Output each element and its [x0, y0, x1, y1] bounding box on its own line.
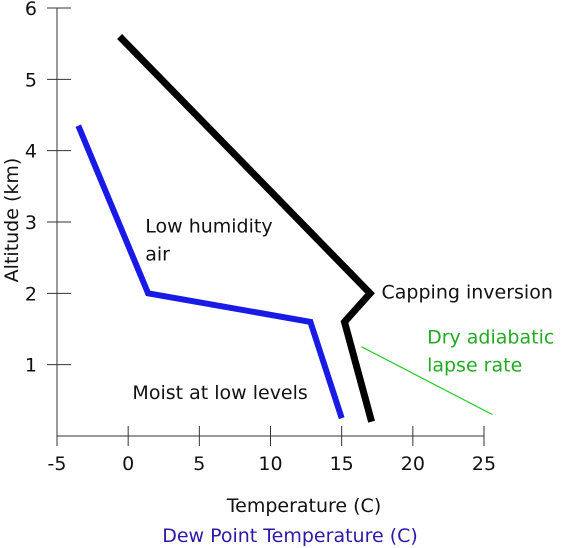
annotation-line: Capping inversion [382, 281, 553, 303]
annotation-line: lapse rate [427, 354, 522, 376]
annotation-line: Dry adiabatic [427, 326, 554, 348]
annotation-moist-low-levels: Moist at low levels [132, 382, 307, 404]
annotations-group: Low humidity air Capping inversion Dry adia… [132, 216, 554, 404]
annotation-line: Low humidity [145, 216, 272, 238]
x-tick-label: 20 [401, 453, 425, 475]
x-tick-label: 25 [472, 453, 496, 475]
y-tick-label: 6 [25, 0, 37, 20]
annotation-capping-inversion: Capping inversion [382, 281, 553, 303]
series-group [75, 34, 493, 423]
x-axis-label: Temperature (C) [226, 495, 382, 517]
annotation-line: Moist at low levels [132, 382, 307, 404]
y-tick-label: 1 [25, 355, 37, 377]
annotation-low-humidity: Low humidity air [145, 216, 272, 266]
x-axis-label-dew-point: Dew Point Temperature (C) [162, 525, 418, 547]
y-tick-label: 2 [25, 283, 37, 305]
y-tick-label: 4 [25, 141, 37, 163]
annotation-dry-adiabatic: Dry adiabatic lapse rate [427, 326, 554, 376]
x-tick-label: 5 [193, 453, 205, 475]
x-tick-label: 15 [330, 453, 354, 475]
dry-adiabatic-line [361, 346, 493, 416]
y-axis-label: Altitude (km) [1, 158, 23, 283]
temperature-line [117, 34, 375, 423]
x-tick-label: 10 [258, 453, 282, 475]
annotation-line: air [145, 244, 170, 266]
axes-group: -5 0 5 10 15 20 25 1 2 3 4 5 6 [25, 0, 496, 475]
y-tick-label: 5 [25, 69, 37, 91]
x-tick-label: 0 [122, 453, 134, 475]
y-tick-label: 3 [25, 212, 37, 234]
dew-point-line [75, 124, 345, 420]
x-tick-label: -5 [48, 453, 67, 475]
